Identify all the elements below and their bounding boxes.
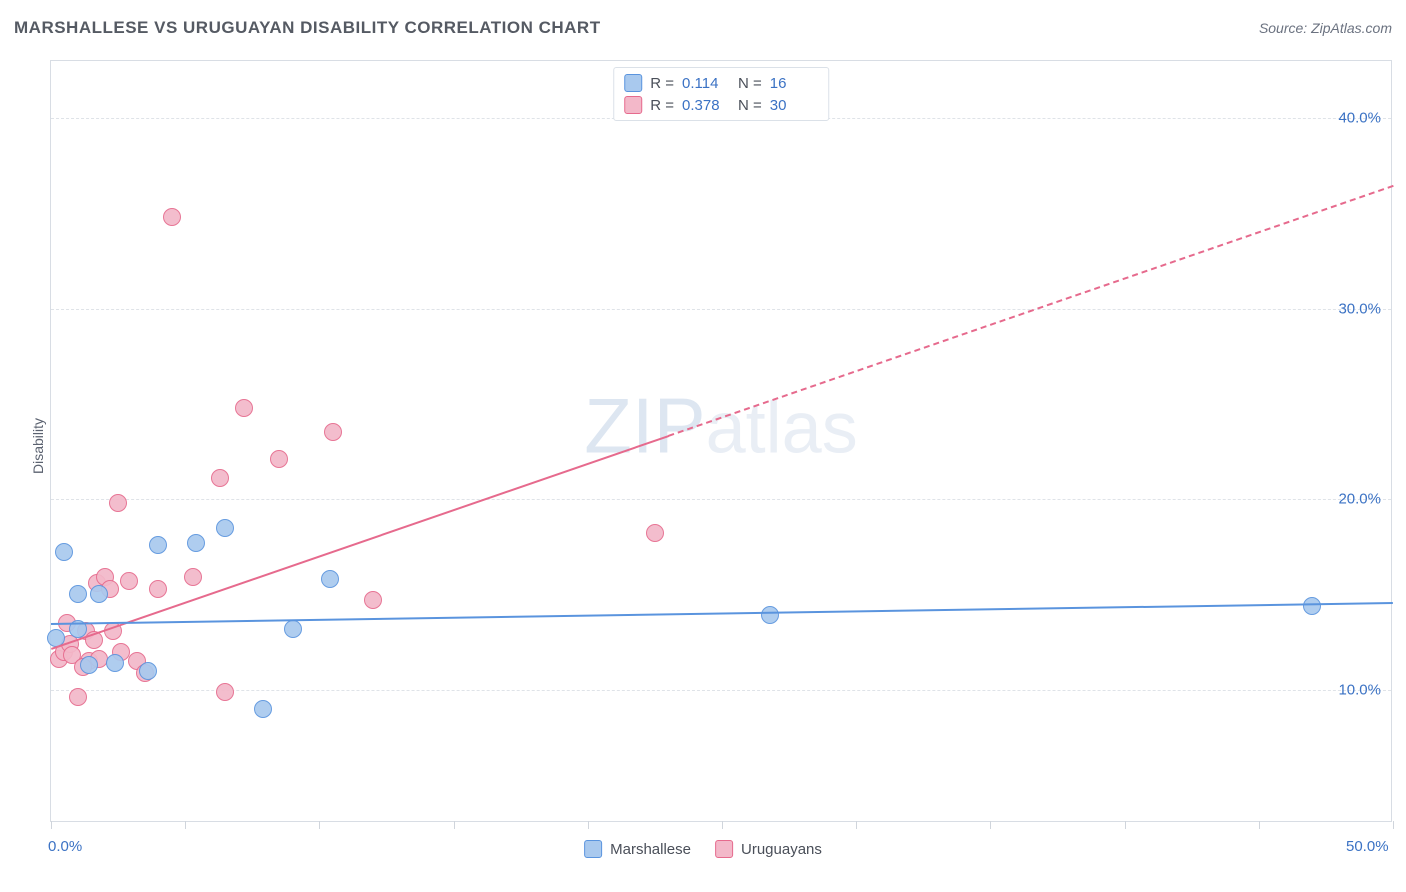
data-point-uruguayans	[270, 450, 288, 468]
legend-top-row-marshallese: R = 0.114 N = 16	[624, 72, 818, 94]
r-label: R =	[650, 75, 674, 92]
swatch-uruguayans	[624, 96, 642, 114]
data-point-uruguayans	[69, 688, 87, 706]
data-point-uruguayans	[184, 568, 202, 586]
data-point-uruguayans	[364, 591, 382, 609]
data-point-marshallese	[761, 606, 779, 624]
gridline-h	[51, 499, 1391, 500]
x-tick	[722, 821, 723, 829]
r-value-marshallese: 0.114	[682, 75, 730, 92]
data-point-marshallese	[106, 654, 124, 672]
x-min-label: 0.0%	[48, 838, 82, 855]
legend-label-marshallese: Marshallese	[610, 841, 691, 858]
data-point-uruguayans	[235, 399, 253, 417]
x-tick	[856, 821, 857, 829]
legend-top-row-uruguayans: R = 0.378 N = 30	[624, 94, 818, 116]
trend-line	[668, 185, 1393, 437]
x-tick	[1259, 821, 1260, 829]
legend-top: R = 0.114 N = 16 R = 0.378 N = 30	[613, 67, 829, 121]
data-point-uruguayans	[646, 524, 664, 542]
x-tick	[588, 821, 589, 829]
data-point-marshallese	[90, 585, 108, 603]
y-tick-label: 20.0%	[1338, 491, 1381, 508]
data-point-uruguayans	[109, 494, 127, 512]
chart-source: Source: ZipAtlas.com	[1259, 20, 1392, 36]
swatch-marshallese	[584, 840, 602, 858]
data-point-marshallese	[69, 585, 87, 603]
legend-item-marshallese: Marshallese	[584, 840, 691, 858]
swatch-uruguayans	[715, 840, 733, 858]
data-point-marshallese	[55, 543, 73, 561]
data-point-marshallese	[254, 700, 272, 718]
data-point-marshallese	[284, 620, 302, 638]
x-tick	[990, 821, 991, 829]
data-point-marshallese	[80, 656, 98, 674]
n-value-uruguayans: 30	[770, 97, 818, 114]
y-tick-label: 10.0%	[1338, 681, 1381, 698]
x-tick	[185, 821, 186, 829]
plot-area: ZIPatlas R = 0.114 N = 16 R = 0.378 N = …	[50, 60, 1392, 822]
x-max-label: 50.0%	[1346, 838, 1389, 855]
gridline-h	[51, 690, 1391, 691]
data-point-uruguayans	[120, 572, 138, 590]
data-point-marshallese	[187, 534, 205, 552]
chart-header: MARSHALLESE VS URUGUAYAN DISABILITY CORR…	[14, 18, 1392, 38]
gridline-h	[51, 309, 1391, 310]
legend-item-uruguayans: Uruguayans	[715, 840, 822, 858]
data-point-marshallese	[321, 570, 339, 588]
data-point-uruguayans	[216, 683, 234, 701]
data-point-uruguayans	[211, 469, 229, 487]
y-tick-label: 40.0%	[1338, 110, 1381, 127]
watermark: ZIPatlas	[584, 380, 857, 471]
x-tick	[1393, 821, 1394, 829]
legend-label-uruguayans: Uruguayans	[741, 841, 822, 858]
x-tick	[454, 821, 455, 829]
data-point-uruguayans	[324, 423, 342, 441]
data-point-marshallese	[1303, 597, 1321, 615]
chart-title: MARSHALLESE VS URUGUAYAN DISABILITY CORR…	[14, 18, 601, 38]
data-point-marshallese	[149, 536, 167, 554]
trend-line	[51, 602, 1393, 625]
n-label: N =	[738, 75, 762, 92]
r-label: R =	[650, 97, 674, 114]
r-value-uruguayans: 0.378	[682, 97, 730, 114]
legend-bottom: Marshallese Uruguayans	[584, 840, 822, 858]
n-label: N =	[738, 97, 762, 114]
y-tick-label: 30.0%	[1338, 300, 1381, 317]
x-tick	[51, 821, 52, 829]
data-point-marshallese	[216, 519, 234, 537]
n-value-marshallese: 16	[770, 75, 818, 92]
swatch-marshallese	[624, 74, 642, 92]
data-point-marshallese	[139, 662, 157, 680]
data-point-uruguayans	[163, 208, 181, 226]
x-tick	[319, 821, 320, 829]
x-tick	[1125, 821, 1126, 829]
y-axis-label: Disability	[30, 418, 46, 474]
data-point-uruguayans	[149, 580, 167, 598]
